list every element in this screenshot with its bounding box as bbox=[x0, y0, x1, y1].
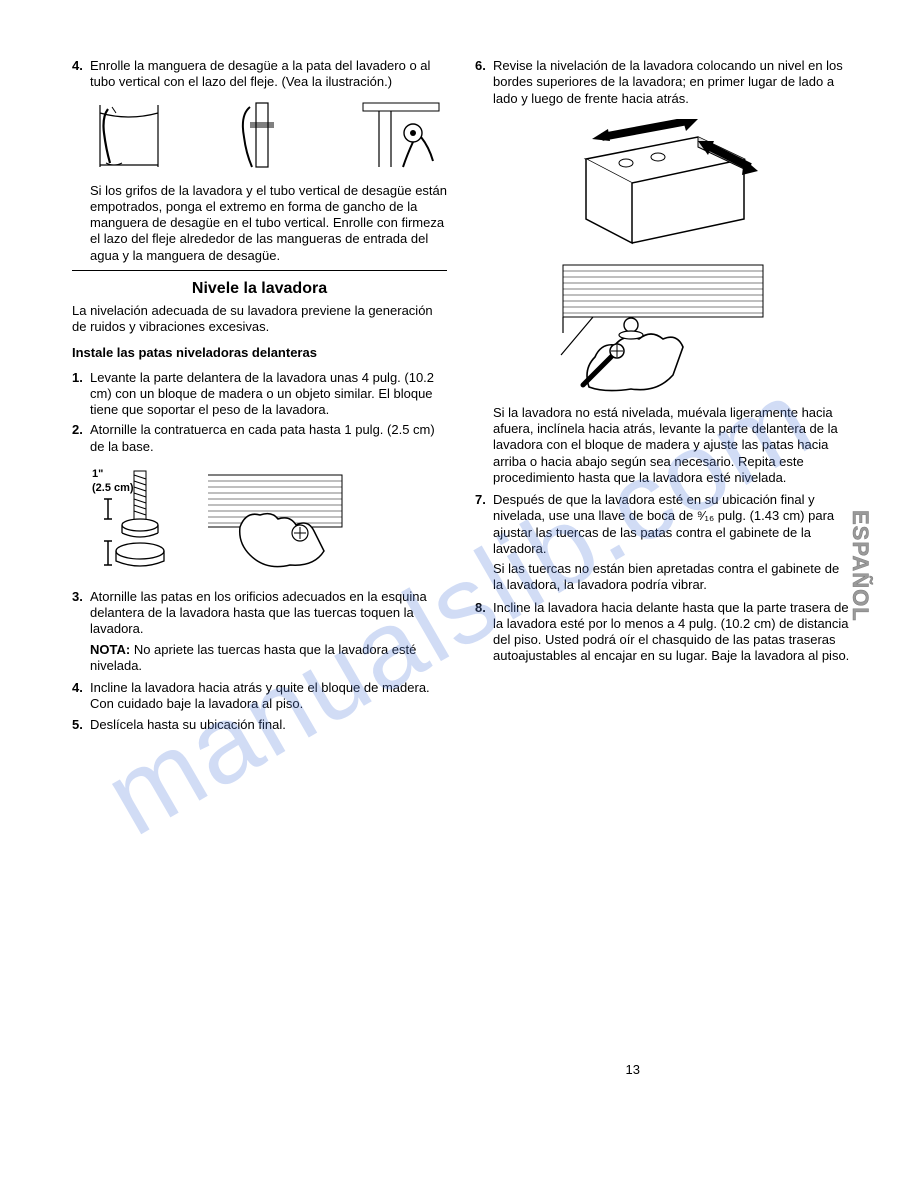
leveling-foot-icon: 1" (2.5 cm) bbox=[90, 461, 350, 581]
step-text: Enrolle la manguera de desagüe a la pata… bbox=[90, 58, 447, 91]
nota-block: NOTA: No apriete las tuercas hasta que l… bbox=[90, 642, 447, 675]
step-text: Deslícela hasta su ubicación final. bbox=[90, 717, 447, 733]
level-step-5: 5. Deslícela hasta su ubicación final. bbox=[72, 717, 447, 733]
drain-recessed-icon bbox=[355, 97, 447, 175]
step-text: Levante la parte delantera de la lavador… bbox=[90, 370, 447, 419]
step-text: Revise la nivelación de la lavadora colo… bbox=[493, 58, 850, 107]
page-number: 13 bbox=[626, 1062, 640, 1078]
drain-sink-icon bbox=[90, 97, 168, 175]
step-number: 1. bbox=[72, 370, 90, 419]
level-step-1: 1. Levante la parte delantera de la lava… bbox=[72, 370, 447, 419]
step-text: Atornille las patas en los orificios ade… bbox=[90, 589, 447, 638]
washer-adjust-icon bbox=[553, 257, 773, 397]
nota-text: No apriete las tuercas hasta que la lava… bbox=[90, 642, 416, 673]
step-text: Atornille la contratuerca en cada pata h… bbox=[90, 422, 447, 455]
bolt-label-2: (2.5 cm) bbox=[92, 482, 134, 494]
level-heading: Nivele la lavadora bbox=[72, 279, 447, 299]
adjust-note-text: Si la lavadora no está nivelada, muévala… bbox=[493, 405, 850, 486]
step-8: 8. Incline la lavadora hacia delante has… bbox=[475, 600, 850, 665]
step-number: 6. bbox=[475, 58, 493, 107]
step-7-note: Si las tuercas no están bien apretadas c… bbox=[493, 561, 850, 594]
step-number: 7. bbox=[475, 492, 493, 557]
washer-level-icon bbox=[558, 119, 768, 249]
right-column: 6. Revise la nivelación de la lavadora c… bbox=[475, 58, 850, 737]
step-6-check-level: 6. Revise la nivelación de la lavadora c… bbox=[475, 58, 850, 107]
drain-note-text: Si los grifos de la lavadora y el tubo v… bbox=[90, 183, 447, 264]
leveling-foot-figure: 1" (2.5 cm) bbox=[90, 461, 447, 581]
level-step-2: 2. Atornille la contratuerca en cada pat… bbox=[72, 422, 447, 455]
step-number: 4. bbox=[72, 58, 90, 91]
two-column-layout: 4. Enrolle la manguera de desagüe a la p… bbox=[72, 58, 850, 737]
step-text: Después de que la lavadora esté en su ub… bbox=[493, 492, 850, 557]
step-text: Incline la lavadora hacia atrás y quite … bbox=[90, 680, 447, 713]
nota-label: NOTA: bbox=[90, 642, 130, 657]
step-number: 8. bbox=[475, 600, 493, 665]
level-step-4: 4. Incline la lavadora hacia atrás y qui… bbox=[72, 680, 447, 713]
step-number: 5. bbox=[72, 717, 90, 733]
step-number: 4. bbox=[72, 680, 90, 713]
section-divider bbox=[72, 270, 447, 271]
step-7: 7. Después de que la lavadora esté en su… bbox=[475, 492, 850, 557]
step-number: 3. bbox=[72, 589, 90, 638]
level-step-3: 3. Atornille las patas en los orificios … bbox=[72, 589, 447, 638]
washer-adjust-figure bbox=[475, 257, 850, 397]
level-intro: La nivelación adecuada de su lavadora pr… bbox=[72, 303, 447, 336]
step-number: 2. bbox=[72, 422, 90, 455]
bolt-label-1: 1" bbox=[92, 468, 103, 480]
left-column: 4. Enrolle la manguera de desagüe a la p… bbox=[72, 58, 447, 737]
drain-standpipe-clamp-icon bbox=[230, 97, 294, 175]
washer-top-figure bbox=[475, 119, 850, 249]
drain-hose-figures bbox=[90, 97, 447, 175]
front-feet-subheading: Instale las patas niveladoras delanteras bbox=[72, 345, 447, 361]
step-4-drain: 4. Enrolle la manguera de desagüe a la p… bbox=[72, 58, 447, 91]
step-text: Incline la lavadora hacia delante hasta … bbox=[493, 600, 850, 665]
language-side-label: ESPAÑOL bbox=[847, 510, 875, 622]
